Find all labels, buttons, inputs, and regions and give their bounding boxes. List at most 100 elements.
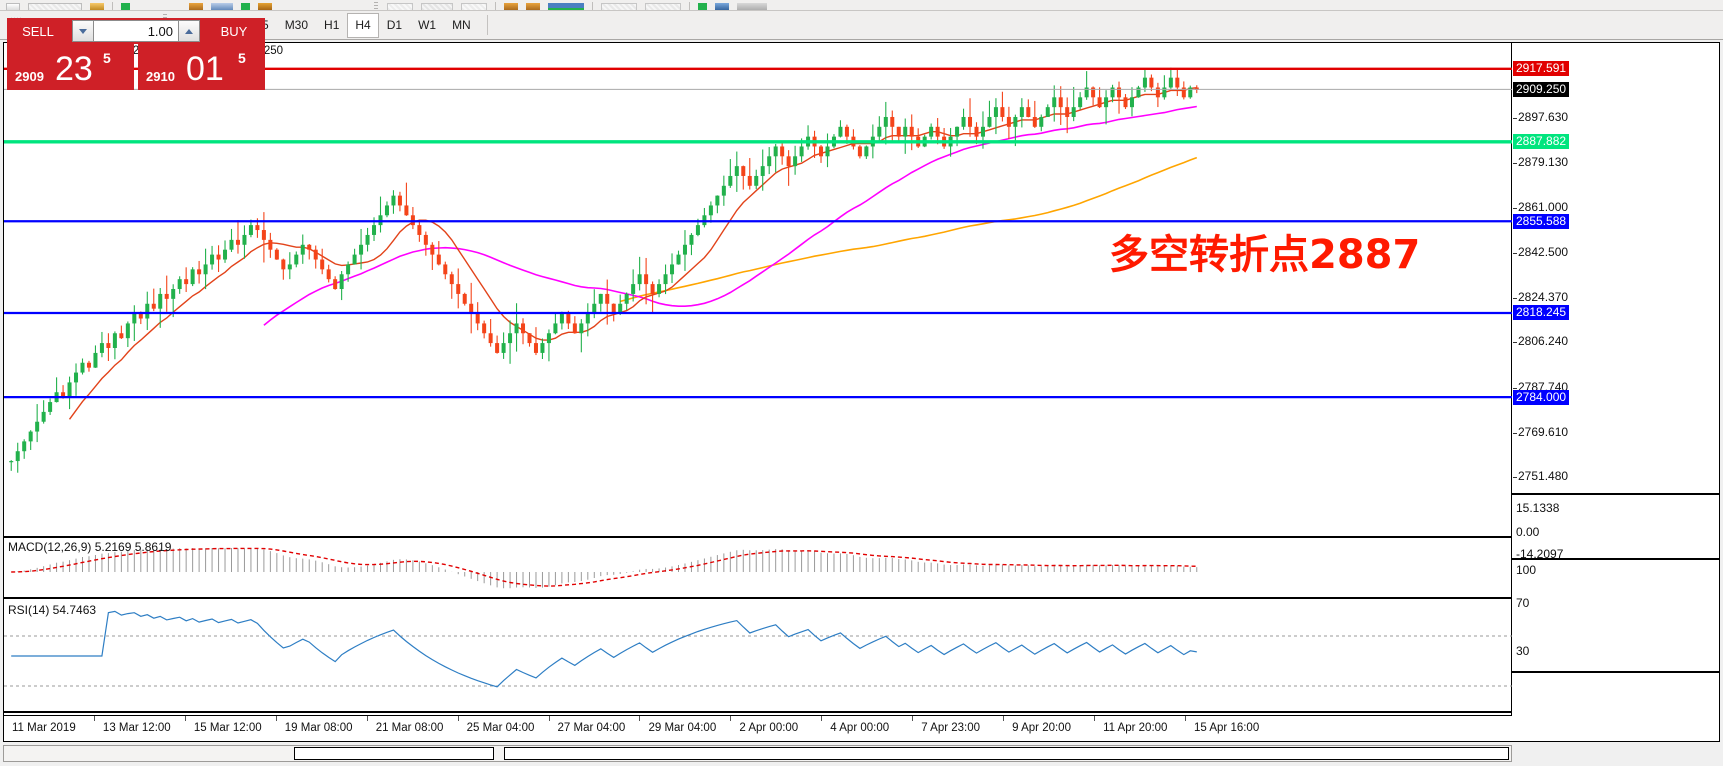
caret-up-icon (185, 28, 193, 34)
buy-price-big: 01 (186, 50, 224, 88)
rsi-indicator-label: RSI(14) 54.7463 (8, 603, 97, 617)
price-pane[interactable]: 多空转折点2887 (4, 58, 1513, 533)
price-tick-label: 2824.370 (1518, 289, 1569, 304)
terminal-icon[interactable] (715, 3, 729, 10)
autoscroll-icon[interactable] (504, 3, 518, 10)
time-tick-mark (912, 716, 914, 721)
rsi-chart-svg (4, 610, 1513, 688)
axis-divider-rsi (1512, 558, 1719, 560)
price-tick-label: 2842.500 (1518, 245, 1569, 260)
time-tick-mark (639, 716, 641, 721)
period-current-icon[interactable] (421, 3, 453, 10)
volume-input[interactable]: 1.00 (94, 20, 178, 42)
toolbar-grip[interactable] (374, 2, 378, 10)
price-tick-label: 2897.630 (1518, 109, 1569, 124)
macd-indicator-label: MACD(12,26,9) 5.2169 5.8619 (8, 540, 172, 554)
time-tick-label: 25 Mar 04:00 (466, 722, 535, 734)
price-tick-mark (1513, 477, 1517, 479)
blue-level-label-1[interactable]: 2855.588 (1513, 213, 1570, 229)
expert-advisor-icon[interactable] (698, 3, 707, 10)
scrollbar-thumb[interactable] (504, 747, 1509, 760)
volume-control[interactable]: 1.00 (69, 18, 203, 44)
grid-toggle-icon[interactable] (548, 3, 584, 10)
time-tick-label: 2 Apr 00:00 (739, 722, 799, 734)
market-watch-icon[interactable] (90, 3, 104, 10)
sell-price-big: 23 (55, 50, 93, 88)
price-tick-label: 2879.130 (1518, 155, 1569, 170)
buy-button[interactable]: BUY (203, 18, 265, 44)
chart-annotation-text: 多空转折点2887 (1109, 232, 1421, 278)
time-tick-label: 15 Mar 12:00 (193, 722, 262, 734)
buy-price-box[interactable]: 2910 01 5 (138, 44, 265, 90)
time-tick-label: 19 Mar 08:00 (284, 722, 353, 734)
time-tick-mark (548, 716, 550, 721)
sell-price-sup: 5 (103, 50, 111, 66)
zoom-icon[interactable] (258, 3, 272, 10)
buy-price-prefix: 2910 (146, 69, 175, 84)
moving-average-line (263, 105, 1197, 326)
toolbar-separator-3 (592, 2, 593, 10)
blue-level-label-2[interactable]: 2818.245 (1513, 305, 1570, 321)
scrollbar-thumb-left[interactable] (294, 747, 494, 760)
volume-increment-button[interactable] (178, 20, 200, 42)
rsi-axis-label: 70 (1516, 596, 1530, 610)
moving-average-line (68, 87, 1197, 420)
blue-level-label-3[interactable]: 2784.000 (1513, 389, 1570, 405)
price-tick-mark (1513, 163, 1517, 165)
upper-toolbar-clipped[interactable] (0, 0, 1723, 11)
macd-axis-label: -14.2097 (1516, 547, 1564, 561)
time-tick-label: 9 Apr 20:00 (1012, 722, 1071, 734)
indicator-list-icon[interactable] (645, 3, 681, 10)
profiles-icon[interactable] (28, 3, 82, 10)
time-tick-label: 27 Mar 04:00 (557, 722, 626, 734)
time-tick-label: 13 Mar 12:00 (102, 722, 171, 734)
timeframe-button-w1[interactable]: W1 (418, 18, 437, 32)
new-chart-icon[interactable] (6, 3, 20, 10)
rsi-axis-label: 100 (1516, 563, 1537, 577)
bar-chart-icon[interactable] (189, 3, 203, 10)
strategy-tester-icon[interactable] (737, 3, 767, 10)
price-axis[interactable]: 2917.591 2909.250 2897.630 2887.882 2879.130… (1512, 42, 1720, 742)
time-tick-label: 15 Apr 16:00 (1194, 722, 1260, 734)
toolbar-separator (112, 2, 113, 10)
navigator-icon[interactable] (121, 3, 130, 10)
template-icon[interactable] (601, 3, 637, 10)
rsi-axis-label: 30 (1516, 644, 1530, 658)
time-tick-mark (821, 716, 823, 721)
chart-window[interactable]: SP500-,H4 2911.000 2912.250 2908.250 290… (3, 42, 1513, 742)
sell-price-box[interactable]: 2909 23 5 (7, 44, 134, 90)
price-tick-label: 2806.240 (1518, 334, 1569, 349)
line-chart-icon[interactable] (241, 3, 250, 10)
toolbar-end-separator (486, 15, 488, 35)
macd-pane[interactable]: MACD(12,26,9) 5.2169 5.8619 (4, 536, 1513, 599)
time-tick-mark (457, 716, 459, 721)
ask-line-label[interactable]: 2917.591 (1513, 61, 1570, 77)
timeframe-button-h1[interactable]: H1 (324, 18, 340, 32)
horizontal-scrollbar[interactable] (3, 745, 1512, 762)
candle-chart-icon[interactable] (211, 3, 233, 10)
one-click-trading-panel[interactable]: SELL 1.00 BUY 2909 23 5 2910 01 5 (7, 18, 265, 90)
period-next-icon[interactable] (461, 3, 487, 10)
timeframe-button-h4[interactable]: H4 (347, 12, 379, 38)
green-level-label[interactable]: 2887.882 (1513, 134, 1570, 150)
buy-price-sup: 5 (238, 50, 246, 66)
rsi-pane[interactable]: RSI(14) 54.7463 (4, 601, 1513, 713)
time-tick-mark (1003, 716, 1005, 721)
timeframe-button-m30[interactable]: M30 (284, 18, 309, 32)
main-toolbar[interactable]: E F A T (0, 11, 1723, 40)
volume-decrement-button[interactable] (72, 20, 94, 42)
timeframe-button-mn[interactable]: MN (452, 18, 471, 32)
last-price-label[interactable]: 2909.250 (1513, 81, 1570, 97)
chart-shift-icon[interactable] (526, 3, 540, 10)
time-tick-mark (366, 716, 368, 721)
sell-button[interactable]: SELL (7, 18, 69, 44)
axis-divider-macd (1512, 493, 1719, 495)
toolbar-separator-4 (689, 2, 690, 10)
macd-axis-label: 15.1338 (1516, 501, 1560, 515)
time-tick-label: 11 Apr 20:00 (1103, 722, 1168, 734)
price-tick-label: 2769.610 (1518, 424, 1569, 439)
timeframe-button-d1[interactable]: D1 (386, 18, 403, 32)
time-axis: 11 Mar 2019 13 Mar 12:00 15 Mar 12:00 19 Ma… (4, 715, 1513, 741)
axis-divider-bottom (1512, 671, 1719, 673)
period-prev-icon[interactable] (387, 3, 413, 10)
